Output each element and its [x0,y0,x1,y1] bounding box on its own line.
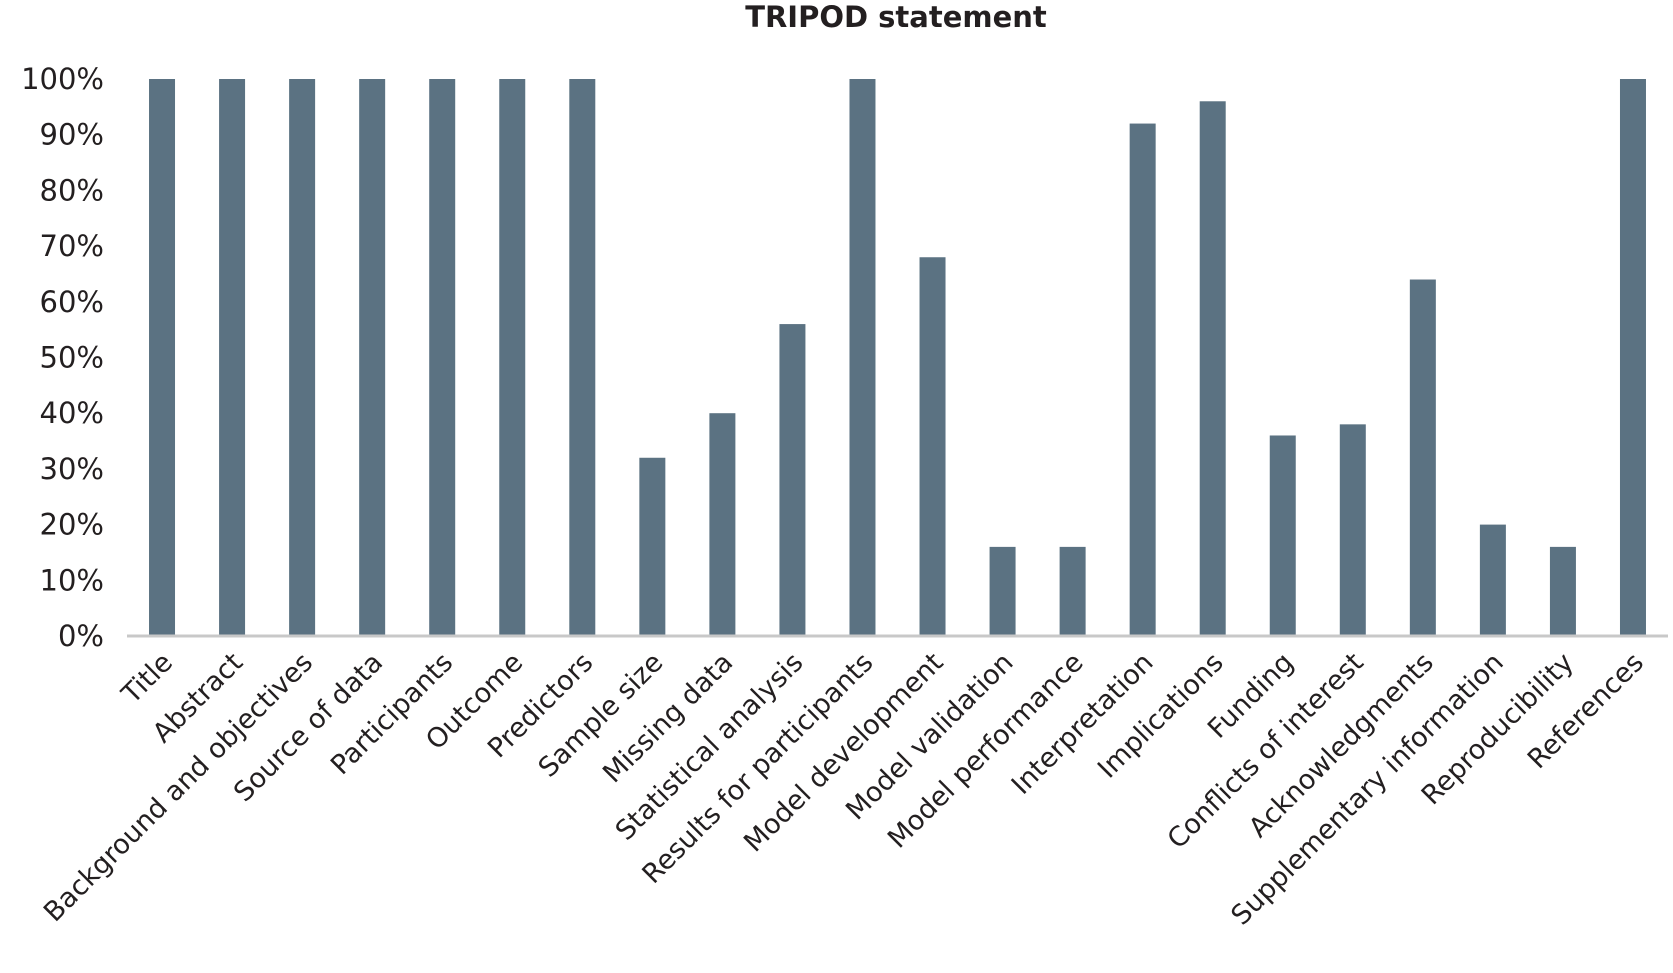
bar [919,257,946,636]
y-tick-label: 80% [40,173,104,207]
y-tick-label: 30% [40,452,104,486]
bar [149,79,176,636]
bar [849,79,876,636]
y-tick-label: 70% [40,229,104,263]
bar [1059,546,1086,636]
x-tick-label: Background and objectives [38,647,319,928]
bar [1199,101,1226,636]
bar [639,457,666,636]
bar [429,79,456,636]
bars [149,79,1646,636]
y-tick-label: 100% [21,62,104,96]
y-tick-label: 90% [40,118,104,152]
y-tick-label: 60% [40,285,104,319]
bar [289,79,316,636]
bar [1549,546,1576,636]
y-tick-label: 40% [40,396,104,430]
chart-title: TRIPOD statement [745,0,1047,34]
bar [709,413,736,636]
y-axis-ticks: 0% 10% 20% 30% 40% 50% 60% 70% 80% 90% 100% [21,62,104,653]
y-tick-label: 20% [40,508,104,542]
y-tick-label: 10% [40,563,104,597]
bar [359,79,386,636]
bar [499,79,526,636]
bar [779,324,806,636]
bar [569,79,596,636]
y-tick-label: 0% [58,619,104,653]
bar [219,79,246,636]
bar [1339,424,1366,636]
bar [1619,79,1646,636]
bar [1479,524,1506,636]
bar [1409,279,1436,636]
bar [989,546,1016,636]
bar [1269,435,1296,636]
bar [1129,123,1156,636]
x-tick-label: Title [115,647,179,711]
y-tick-label: 50% [40,341,104,375]
